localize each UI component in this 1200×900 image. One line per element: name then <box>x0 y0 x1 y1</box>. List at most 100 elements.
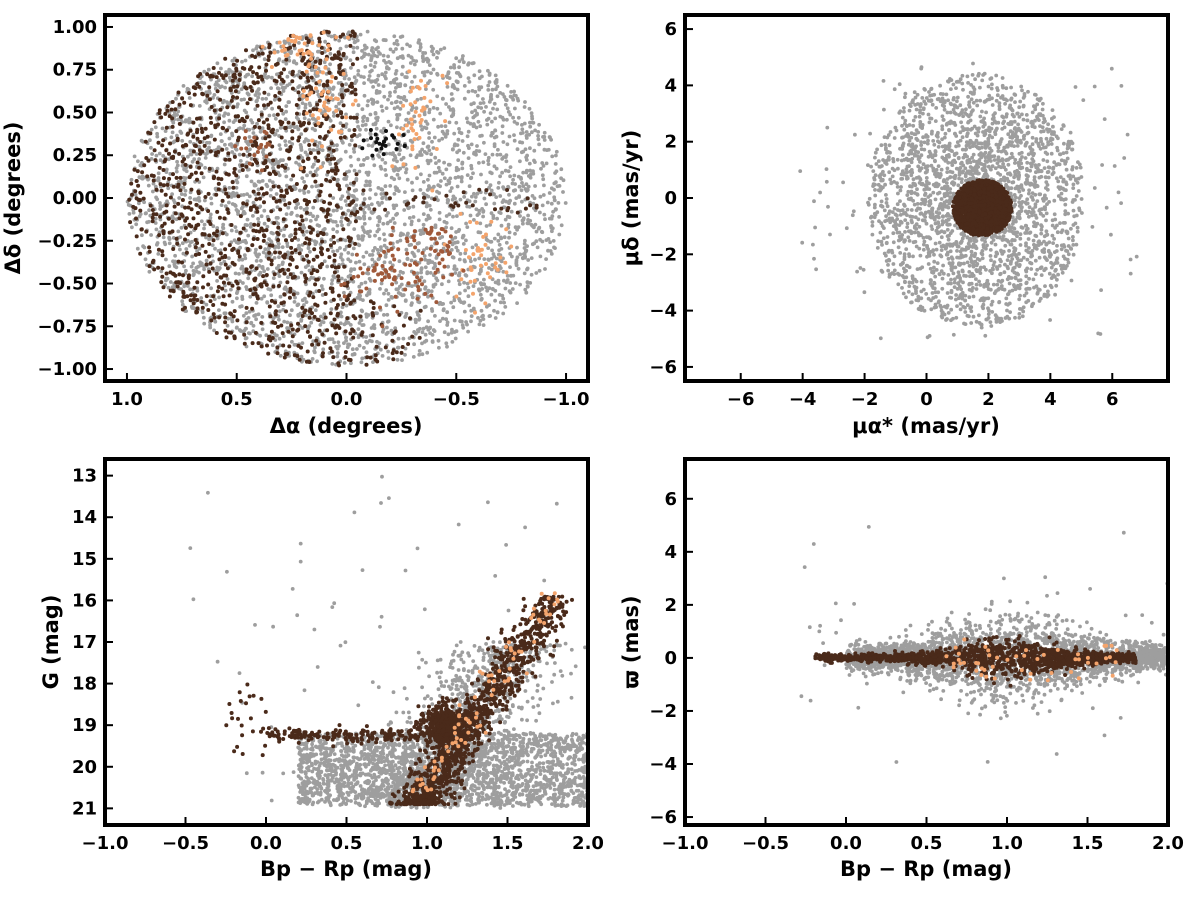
sky-field-star <box>429 71 433 75</box>
sky-field-star <box>446 332 451 337</box>
sky-member-star <box>158 182 163 187</box>
sky-member-star <box>275 351 280 356</box>
sky-member-star <box>185 294 190 299</box>
sky-field-star <box>337 38 341 43</box>
sky-field-star <box>362 221 367 226</box>
sky-member-star <box>317 135 322 139</box>
sky-member-star <box>329 127 334 132</box>
sky-member-star <box>351 180 356 185</box>
sky-member-star <box>331 297 336 302</box>
sky-member-star <box>421 200 426 205</box>
sky-field-star <box>440 316 445 321</box>
sky-field-star <box>469 259 473 264</box>
sky-field-star <box>497 248 501 253</box>
sky-field-star <box>374 126 379 131</box>
sky-field-star <box>456 273 461 278</box>
sky-member-star <box>333 265 338 270</box>
sky-field-star <box>412 254 417 258</box>
sky-field-star <box>180 302 185 307</box>
sky-field-star <box>479 296 484 301</box>
sky-member-star <box>406 201 411 206</box>
sky-field-star <box>402 208 407 212</box>
sky-field-star <box>315 359 319 364</box>
sky-member-star <box>412 137 417 142</box>
sky-member-star <box>165 182 170 187</box>
sky-member-star <box>208 222 213 226</box>
sky-field-star <box>347 142 352 147</box>
sky-field-star <box>348 58 353 63</box>
sky-field-star <box>525 266 530 271</box>
sky-member-star <box>287 344 292 349</box>
sky-field-star <box>283 143 288 148</box>
sky-member-star <box>272 221 277 226</box>
sky-member-star <box>488 192 493 197</box>
sky-member-star <box>298 123 303 128</box>
sky-field-star <box>553 171 557 175</box>
sky-field-star <box>401 155 406 160</box>
sky-field-star <box>440 302 444 306</box>
sky-member-star <box>195 280 200 285</box>
sky-member-star <box>289 245 294 250</box>
sky-field-star <box>354 260 358 265</box>
sky-member-star <box>204 262 209 267</box>
sky-member-star <box>373 357 378 362</box>
sky-member-star <box>314 338 319 343</box>
sky-member-star <box>357 289 362 294</box>
sky-member-star <box>181 273 185 278</box>
sky-member-star <box>284 224 289 229</box>
sky-member-star <box>264 273 269 277</box>
sky-field-star <box>514 196 519 201</box>
sky-field-star <box>480 207 484 211</box>
sky-field-star <box>369 48 374 53</box>
sky-field-star <box>269 293 274 298</box>
sky-member-star <box>248 97 252 102</box>
sky-field-star <box>545 200 550 205</box>
sky-member-star <box>289 39 294 43</box>
sky-field-star <box>290 339 294 344</box>
sky-member-star <box>218 251 223 256</box>
sky-member-star <box>293 235 297 240</box>
sky-field-star <box>489 239 494 244</box>
sky-field-star <box>153 125 158 130</box>
sky-member-star <box>230 260 235 265</box>
sky-y-axis-label: Δδ (degrees) <box>1 122 25 275</box>
sky-member-star <box>188 103 193 108</box>
sky-member-star <box>401 133 406 137</box>
sky-member-star <box>284 238 288 243</box>
sky-member-star <box>428 246 433 251</box>
sky-member-star <box>174 175 179 180</box>
sky-member-star <box>273 172 278 176</box>
sky-field-star <box>426 261 431 265</box>
sky-member-star <box>411 270 416 275</box>
sky-member-star <box>488 275 493 280</box>
sky-member-star <box>294 198 299 203</box>
sky-member-star <box>471 252 476 257</box>
sky-field-star <box>375 248 380 252</box>
sky-field-star <box>284 109 288 114</box>
sky-field-star <box>260 265 265 269</box>
sky-field-star <box>356 124 360 129</box>
sky-field-star <box>395 172 400 177</box>
sky-field-star <box>425 122 430 126</box>
sky-member-star <box>293 227 298 232</box>
sky-member-star <box>313 59 318 64</box>
sky-field-star <box>240 294 245 299</box>
sky-member-star <box>358 314 363 319</box>
sky-field-star <box>298 188 302 193</box>
sky-field-star <box>500 131 505 135</box>
sky-field-star <box>224 147 229 151</box>
sky-member-star <box>439 227 444 231</box>
sky-field-star <box>180 299 185 304</box>
sky-member-star <box>471 291 475 296</box>
sky-field-star <box>530 116 535 121</box>
sky-member-star <box>247 161 252 166</box>
sky-member-star <box>157 165 162 170</box>
sky-field-star <box>237 152 242 157</box>
sky-field-star <box>238 329 243 333</box>
sky-field-star <box>141 244 146 249</box>
sky-field-star <box>251 131 256 135</box>
sky-field-star <box>460 166 465 171</box>
sky-field-star <box>392 168 396 173</box>
sky-member-star <box>364 362 369 367</box>
sky-field-star <box>331 227 336 232</box>
